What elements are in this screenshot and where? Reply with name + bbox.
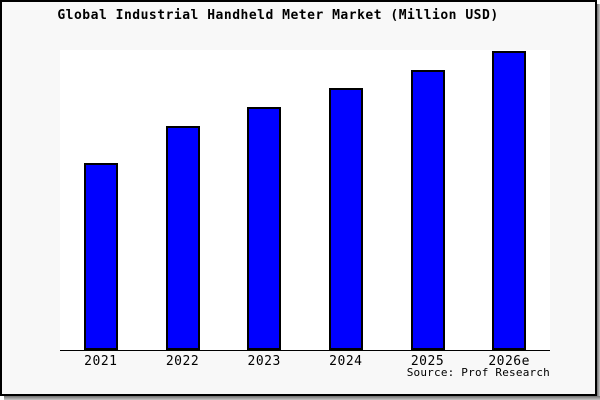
x-tick-label-2021: 2021 [84,354,118,369]
bar-2024 [328,88,363,350]
chart-title: Global Industrial Handheld Meter Market … [57,8,499,23]
x-tick-label-2022: 2022 [165,354,200,369]
bar-2022 [165,126,200,350]
bar-2023 [247,107,282,350]
x-tick-label-2023: 2023 [247,354,281,369]
x-tick-label-2025: 2025 [410,354,445,369]
frame-shadow-bottom [4,396,600,400]
x-tick-label-2024: 2024 [329,354,363,369]
bar-2021 [83,163,118,350]
bar-2026e [492,51,527,350]
plot-area [60,50,550,351]
x-tick-label-2026e: 2026e [488,354,530,369]
source-credit: Source: Prof Research [406,366,550,379]
frame-shadow-right [597,4,600,400]
bar-2025 [410,70,445,350]
